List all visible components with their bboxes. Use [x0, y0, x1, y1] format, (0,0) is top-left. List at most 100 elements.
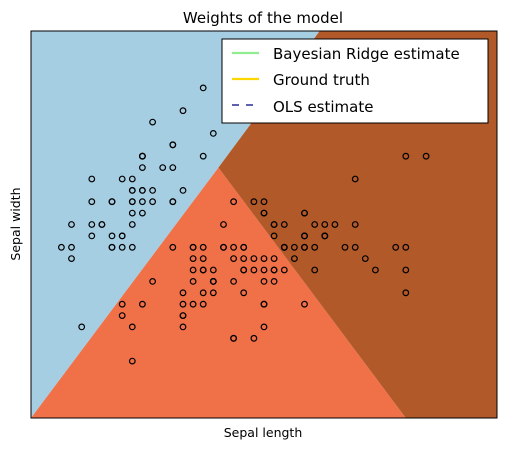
- legend-label-bayesian-ridge: Bayesian Ridge estimate: [273, 45, 460, 63]
- data-point: [240, 243, 248, 251]
- legend-label-ground-truth: Ground truth: [273, 71, 370, 89]
- data-point: [260, 198, 268, 206]
- data-point: [199, 152, 207, 160]
- data-point: [280, 243, 288, 251]
- data-point: [240, 255, 248, 263]
- data-point: [138, 164, 146, 172]
- data-point: [311, 243, 319, 251]
- data-point: [270, 232, 278, 240]
- data-point: [128, 357, 136, 365]
- data-point: [351, 221, 359, 228]
- data-point: [128, 186, 136, 194]
- data-point: [118, 300, 126, 308]
- data-point: [321, 232, 329, 240]
- data-point: [209, 266, 217, 274]
- data-point: [189, 266, 197, 274]
- data-point: [169, 198, 177, 206]
- data-point: [128, 175, 136, 183]
- data-point: [199, 84, 207, 92]
- data-point: [220, 243, 227, 251]
- y-axis-label: Sepal width: [8, 187, 23, 260]
- data-point: [68, 221, 75, 228]
- data-point: [189, 278, 197, 285]
- data-point: [351, 175, 359, 183]
- data-point: [189, 255, 197, 263]
- data-point: [260, 278, 268, 285]
- data-point: [291, 255, 298, 263]
- data-point: [280, 221, 288, 228]
- data-point: [179, 300, 187, 308]
- legend-label-ols-estimate: OLS estimate: [273, 98, 373, 116]
- data-point: [220, 221, 227, 228]
- data-point: [78, 323, 86, 331]
- data-point: [260, 209, 268, 217]
- data-point: [230, 243, 238, 251]
- data-point: [402, 266, 410, 274]
- data-point: [169, 164, 177, 172]
- data-point: [149, 278, 157, 285]
- data-point: [169, 141, 177, 149]
- data-point: [199, 266, 207, 274]
- data-point: [270, 266, 278, 274]
- data-point: [301, 300, 308, 308]
- legend: Bayesian Ridge estimate Ground truth OLS…: [221, 38, 489, 124]
- data-point: [260, 266, 268, 274]
- data-point: [240, 266, 248, 274]
- chart-title: Weights of the model: [183, 9, 343, 27]
- data-point: [118, 243, 126, 251]
- data-point: [311, 221, 319, 228]
- data-point: [88, 198, 96, 206]
- data-point: [311, 266, 319, 274]
- data-point: [291, 243, 298, 251]
- data-point: [138, 300, 146, 308]
- data-point: [98, 221, 106, 228]
- data-point: [58, 243, 65, 251]
- data-point: [250, 198, 258, 206]
- data-point: [88, 221, 96, 228]
- data-point: [301, 243, 308, 251]
- legend-box: [221, 38, 489, 124]
- data-point: [128, 209, 136, 217]
- data-point: [199, 289, 207, 297]
- data-point: [138, 209, 146, 217]
- data-point: [230, 198, 238, 206]
- data-point: [108, 243, 116, 251]
- data-point: [179, 186, 187, 194]
- data-point: [250, 334, 258, 342]
- data-point: [301, 232, 308, 240]
- data-point: [199, 255, 207, 263]
- data-point: [260, 300, 268, 308]
- data-point: [209, 289, 217, 297]
- data-point: [88, 175, 96, 183]
- data-point: [68, 255, 75, 263]
- data-point: [341, 243, 349, 251]
- data-point: [179, 323, 187, 331]
- data-point: [128, 323, 136, 331]
- decision-region-b: [31, 167, 406, 418]
- decision-region-a: [31, 31, 320, 418]
- data-point: [280, 266, 288, 274]
- data-point: [68, 243, 75, 251]
- data-point: [422, 152, 430, 160]
- data-point: [128, 243, 136, 251]
- data-point: [250, 266, 258, 274]
- data-point: [179, 107, 187, 115]
- data-point: [331, 221, 339, 228]
- data-point: [361, 255, 369, 263]
- data-point: [209, 129, 217, 137]
- data-point: [138, 198, 146, 206]
- x-axis-label: Sepal length: [224, 425, 303, 440]
- data-point: [260, 255, 268, 263]
- data-point: [402, 152, 410, 160]
- data-point: [169, 243, 177, 251]
- data-point: [230, 255, 238, 263]
- data-point: [189, 243, 197, 251]
- data-point: [351, 243, 359, 251]
- data-point: [179, 312, 187, 320]
- data-point: [118, 312, 126, 320]
- data-point: [230, 334, 238, 342]
- data-point: [88, 232, 96, 240]
- data-point: [149, 198, 157, 206]
- data-point: [189, 300, 197, 308]
